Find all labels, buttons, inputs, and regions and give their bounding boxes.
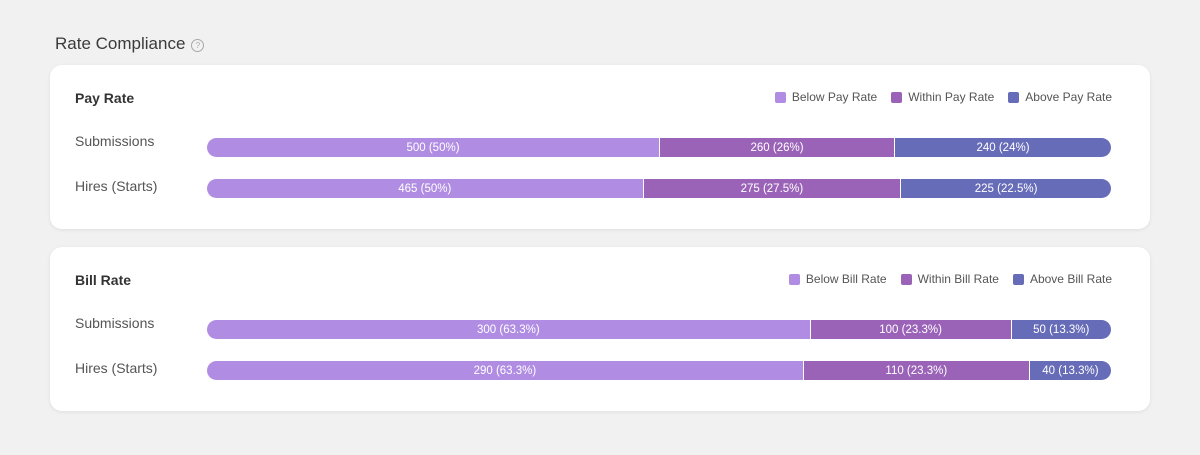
stacked-bar: 300 (63.3%) 100 (23.3%) 50 (13.3%): [207, 320, 1111, 339]
legend-swatch-within: [891, 91, 903, 103]
legend-swatch-within: [900, 273, 912, 285]
page-title-text: Rate Compliance: [55, 34, 186, 53]
bar-segment-above[interactable]: 40 (13.3%): [1028, 361, 1111, 380]
legend-swatch-below: [774, 91, 786, 103]
bar-segment-below[interactable]: 290 (63.3%): [207, 361, 803, 380]
legend-item-above: Above Pay Rate: [1008, 90, 1112, 104]
legend-swatch-above: [1008, 91, 1020, 103]
legend-item-within: Within Bill Rate: [900, 272, 999, 286]
stacked-bar: 500 (50%) 260 (26%) 240 (24%): [207, 138, 1111, 157]
legend-item-below: Below Pay Rate: [774, 90, 878, 104]
legend-item-within: Within Pay Rate: [891, 90, 994, 104]
legend-label: Above Pay Rate: [1025, 90, 1112, 104]
legend-item-below: Below Bill Rate: [788, 272, 887, 286]
legend-label: Within Bill Rate: [917, 272, 999, 286]
pay-rate-card: Pay Rate Below Pay Rate Within Pay Rate …: [50, 65, 1150, 229]
bar-segment-within[interactable]: 100 (23.3%): [809, 320, 1011, 339]
row-label: Submissions: [75, 315, 155, 331]
legend-swatch-above: [1012, 273, 1024, 285]
legend-label: Below Pay Rate: [791, 90, 878, 104]
bar-segment-within[interactable]: 275 (27.5%): [642, 179, 901, 198]
bar-segment-within[interactable]: 260 (26%): [659, 138, 895, 157]
help-circle-icon[interactable]: ?: [191, 39, 205, 52]
row-label: Hires (Starts): [75, 360, 158, 376]
card-title: Pay Rate: [75, 90, 135, 106]
bar-segment-below[interactable]: 465 (50%): [207, 179, 643, 198]
bar-segment-above[interactable]: 240 (24%): [894, 138, 1111, 157]
row-label: Hires (Starts): [75, 178, 158, 194]
legend: Below Pay Rate Within Pay Rate Above Pay…: [774, 90, 1112, 104]
stacked-bar: 465 (50%) 275 (27.5%) 225 (22.5%): [207, 179, 1111, 198]
bar-segment-above[interactable]: 50 (13.3%): [1010, 320, 1111, 339]
bar-segment-below[interactable]: 500 (50%): [207, 138, 659, 157]
bar-segment-below[interactable]: 300 (63.3%): [207, 320, 810, 339]
bill-rate-card: Bill Rate Below Bill Rate Within Bill Ra…: [50, 247, 1150, 411]
legend-swatch-below: [788, 273, 800, 285]
legend-label: Within Pay Rate: [908, 90, 995, 104]
row-label: Submissions: [75, 133, 155, 149]
bar-segment-above[interactable]: 225 (22.5%): [900, 179, 1111, 198]
legend-label: Below Bill Rate: [805, 272, 887, 286]
page-title: Rate Compliance ?: [55, 34, 205, 54]
bar-segment-within[interactable]: 110 (23.3%): [802, 361, 1029, 380]
legend-item-above: Above Bill Rate: [1012, 272, 1112, 286]
stacked-bar: 290 (63.3%) 110 (23.3%) 40 (13.3%): [207, 361, 1111, 380]
card-title: Bill Rate: [75, 272, 132, 288]
legend-label: Above Bill Rate: [1029, 272, 1112, 286]
legend: Below Bill Rate Within Bill Rate Above B…: [788, 272, 1112, 286]
